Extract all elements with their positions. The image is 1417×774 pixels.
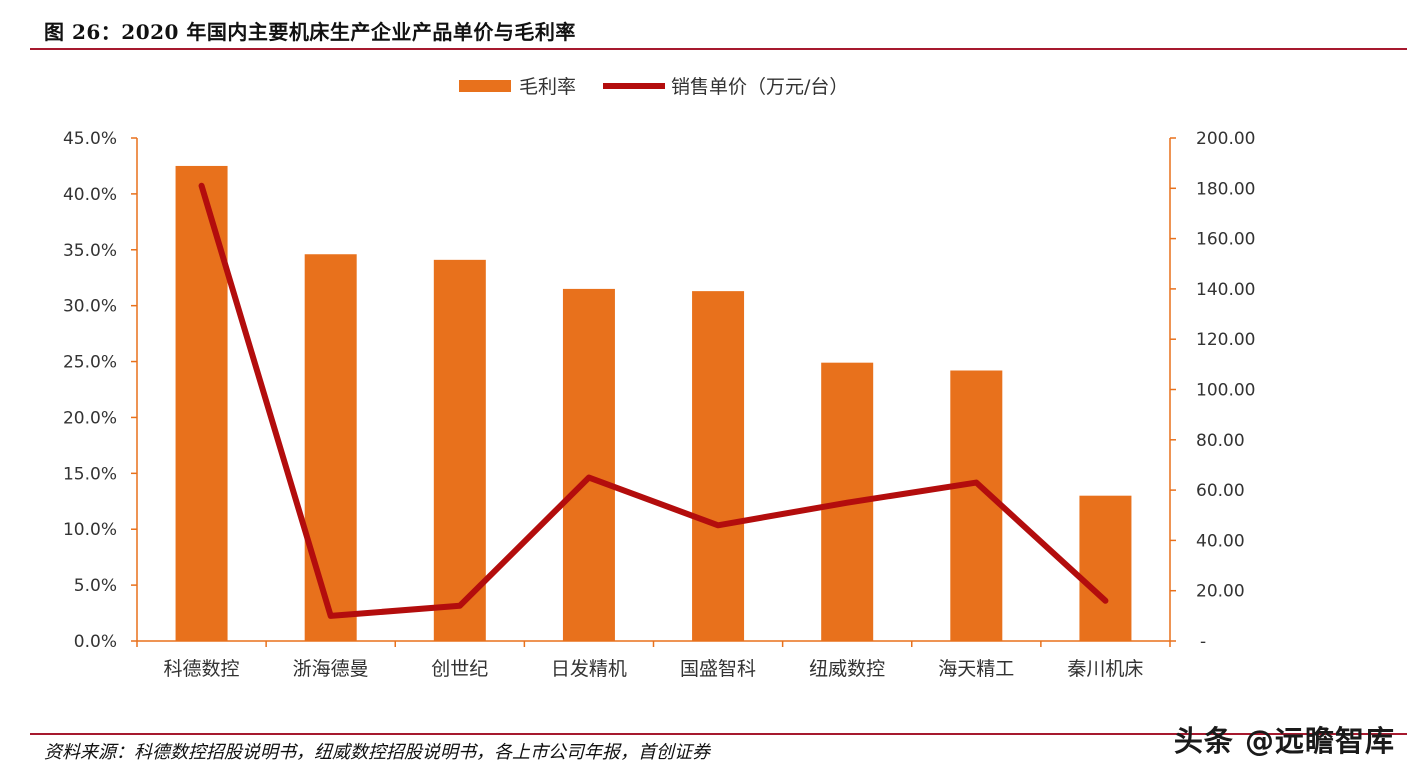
category-label: 海天精工 [938, 658, 1014, 680]
right-tick-label: 120.00 [1196, 330, 1255, 350]
chart: 毛利率 销售单价（万元/台） 0.0% 5.0% 10.0% 15.0% 20.0% 25.… [63, 76, 1256, 680]
line-series [198, 182, 1109, 619]
legend: 毛利率 销售单价（万元/台） [459, 76, 848, 98]
left-tick-label: 5.0% [74, 576, 117, 596]
right-tick-label: 80.00 [1196, 431, 1245, 451]
line-point-3 [459, 605, 461, 607]
line-point-8 [1104, 600, 1106, 602]
left-tick-label: 10.0% [63, 520, 117, 540]
bottom-rule [30, 733, 1407, 735]
left-tick-label: 30.0% [63, 297, 117, 317]
line-point-2 [330, 615, 332, 617]
figure-title: 图 26：2020 年国内主要机床生产企业产品单价与毛利率 [44, 20, 576, 44]
price-line [198, 182, 1109, 619]
legend-bar-label: 毛利率 [519, 76, 576, 98]
category-label: 纽威数控 [809, 658, 885, 680]
right-tick-label: 200.00 [1196, 129, 1255, 149]
left-tick-label: 20.0% [63, 408, 117, 428]
watermark: 头条 @远瞻智库 [1173, 724, 1395, 758]
bar-3 [433, 259, 486, 641]
left-tick-label: 40.0% [63, 185, 117, 205]
right-tick-label: 60.00 [1196, 481, 1245, 501]
source-note: 资料来源：科德数控招股说明书，纽威数控招股说明书，各上市公司年报，首创证券 [44, 742, 710, 763]
right-tick-label: 140.00 [1196, 280, 1255, 300]
category-label: 国盛智科 [680, 658, 756, 680]
right-tick-label: 40.00 [1196, 531, 1245, 551]
line-point-5 [717, 524, 719, 526]
line-point-7 [975, 482, 977, 484]
left-tick-label: 45.0% [63, 129, 117, 149]
category-label: 秦川机床 [1067, 658, 1143, 680]
line-point-1 [201, 185, 203, 187]
right-tick-label: 180.00 [1196, 179, 1255, 199]
category-label: 创世纪 [431, 658, 488, 680]
bar-4 [562, 288, 615, 641]
legend-bar-swatch [459, 80, 511, 92]
bar-5 [692, 291, 745, 641]
left-tick-label: 25.0% [63, 353, 117, 373]
category-label: 日发精机 [551, 658, 627, 680]
category-label: 浙海德曼 [293, 658, 369, 680]
line-point-4 [588, 477, 590, 479]
left-tick-label: 15.0% [63, 464, 117, 484]
category-label: 科德数控 [164, 658, 240, 680]
legend-line-label: 销售单价（万元/台） [671, 76, 848, 98]
axes: 0.0% 5.0% 10.0% 15.0% 20.0% 25.0% 30.0% 35.0% 40… [63, 129, 1256, 680]
bar-8 [1079, 495, 1132, 641]
top-rule [30, 48, 1407, 50]
right-tick-label: - [1200, 632, 1206, 652]
bar-2 [304, 254, 357, 641]
right-tick-label: 20.00 [1196, 582, 1245, 602]
bar-7 [950, 370, 1003, 641]
left-tick-label: 0.0% [74, 632, 117, 652]
right-tick-label: 160.00 [1196, 230, 1255, 250]
right-tick-label: 100.00 [1196, 381, 1255, 401]
bar-series [175, 165, 1132, 641]
line-point-6 [846, 502, 848, 504]
left-tick-label: 35.0% [63, 241, 117, 261]
